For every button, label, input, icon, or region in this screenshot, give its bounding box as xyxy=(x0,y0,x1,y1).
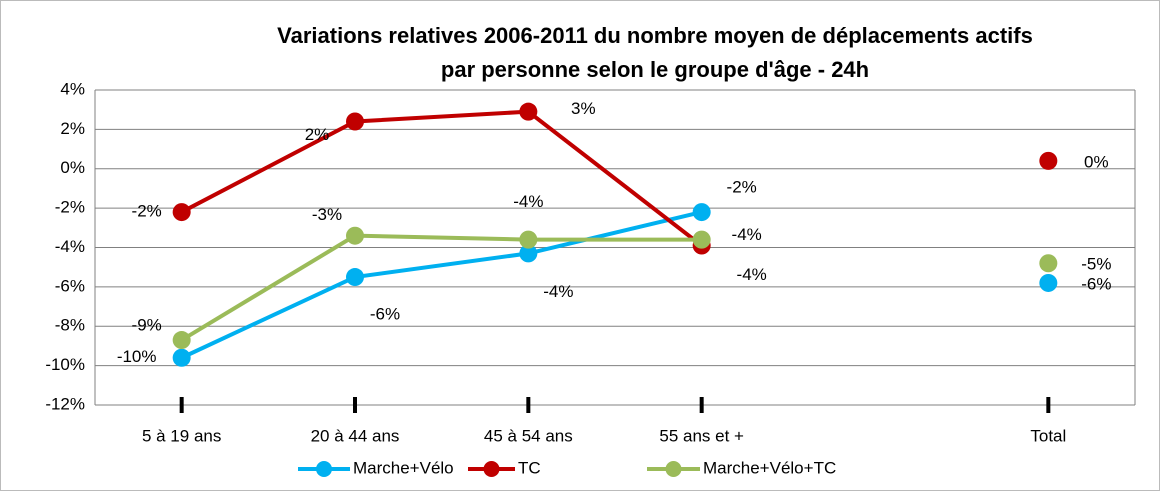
data-point xyxy=(692,203,711,222)
chart-title: par personne selon le groupe d'âge - 24h xyxy=(441,57,869,82)
data-label: 3% xyxy=(571,99,596,118)
data-label: -4% xyxy=(732,225,762,244)
legend-label: Marche+Vélo xyxy=(353,458,454,477)
y-tick-label: -2% xyxy=(55,198,85,217)
data-point xyxy=(519,244,538,263)
data-point xyxy=(692,230,711,249)
y-tick-label: -8% xyxy=(55,316,85,335)
data-point xyxy=(519,102,538,121)
x-tick-label: Total xyxy=(1030,426,1066,445)
data-label: -9% xyxy=(132,316,162,335)
data-label: -2% xyxy=(727,178,757,197)
data-label: -3% xyxy=(312,205,342,224)
x-tick-label: 20 à 44 ans xyxy=(311,426,400,445)
data-label: 2% xyxy=(305,125,330,144)
data-point xyxy=(172,331,191,350)
y-tick-label: 4% xyxy=(60,79,85,98)
data-point xyxy=(1039,254,1058,273)
legend-marker xyxy=(316,461,332,477)
x-tick-label: 5 à 19 ans xyxy=(142,426,221,445)
legend-label: Marche+Vélo+TC xyxy=(703,458,836,477)
data-label: -4% xyxy=(737,265,767,284)
data-label: -4% xyxy=(513,192,543,211)
data-label: 0% xyxy=(1084,152,1109,171)
data-label: -6% xyxy=(370,305,400,324)
y-tick-label: 2% xyxy=(60,119,85,138)
legend-marker xyxy=(483,461,500,477)
data-label: -5% xyxy=(1081,255,1111,274)
x-tick-label: 55 ans et + xyxy=(659,426,744,445)
data-point xyxy=(172,203,191,222)
series-line xyxy=(180,233,702,342)
y-tick-label: -6% xyxy=(55,276,85,295)
data-label: -4% xyxy=(543,282,573,301)
data-point xyxy=(346,112,364,131)
y-tick-label: -4% xyxy=(55,237,85,256)
data-point xyxy=(346,226,364,245)
data-point xyxy=(1039,273,1058,292)
y-tick-label: -12% xyxy=(45,394,85,413)
data-point xyxy=(172,348,191,367)
data-label: -2% xyxy=(132,202,162,221)
series-line xyxy=(180,109,703,248)
legend-label: TC xyxy=(518,458,541,477)
data-point xyxy=(1039,151,1058,170)
data-point xyxy=(346,268,364,287)
y-tick-label: -10% xyxy=(45,355,85,374)
legend-marker xyxy=(665,461,682,477)
x-tick-label: 45 à 54 ans xyxy=(484,426,573,445)
series-line xyxy=(180,210,703,360)
y-tick-label: 0% xyxy=(60,158,85,177)
data-point xyxy=(519,230,538,249)
data-label: -10% xyxy=(117,347,157,366)
chart-title: Variations relatives 2006-2011 du nombre… xyxy=(277,23,1033,48)
data-label: -6% xyxy=(1081,274,1111,293)
